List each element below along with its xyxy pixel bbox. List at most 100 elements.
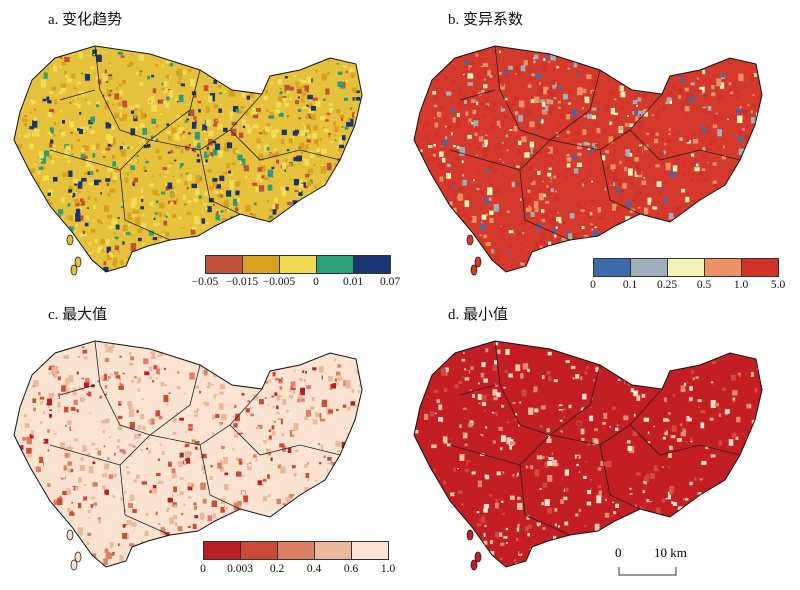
district-border xyxy=(459,89,496,101)
island xyxy=(466,529,474,541)
city-outline xyxy=(413,45,763,273)
island xyxy=(74,256,82,268)
legend-swatch xyxy=(705,259,742,276)
legend-label: 0.01 xyxy=(342,276,364,288)
island xyxy=(70,264,78,276)
district-border xyxy=(494,45,551,141)
map-region xyxy=(414,46,762,272)
island xyxy=(466,234,474,246)
cv-map xyxy=(413,45,763,276)
map-region xyxy=(414,341,762,567)
district-border xyxy=(124,514,171,536)
legend-label: 0 xyxy=(200,563,206,575)
legend-swatch xyxy=(243,256,280,273)
district-border xyxy=(524,514,571,536)
legend-swatch xyxy=(278,542,315,559)
legend-label: 0.6 xyxy=(343,563,359,575)
legend-swatch xyxy=(742,259,778,276)
district-border xyxy=(459,384,496,396)
legend-label: −0.005 xyxy=(262,276,296,288)
trend-legend xyxy=(205,255,391,274)
legend-swatch xyxy=(241,542,278,559)
district-border xyxy=(149,388,263,446)
legend-swatch xyxy=(594,259,631,276)
island xyxy=(66,234,74,246)
district-border xyxy=(59,384,96,396)
island xyxy=(74,551,82,563)
district-border xyxy=(449,149,521,171)
island xyxy=(470,559,478,571)
legend-swatch xyxy=(315,542,352,559)
district-border xyxy=(549,388,663,446)
district-border xyxy=(49,149,121,171)
island xyxy=(470,264,478,276)
district-border xyxy=(549,93,663,151)
legend-label: 0.2 xyxy=(269,563,285,575)
scale-label: 10 km xyxy=(654,545,687,560)
legend-swatch xyxy=(204,542,241,559)
panel-trend: a. 变化趋势 −0.05 −0.015 −0.005 0 0.01 0.07 xyxy=(0,0,400,295)
district-border xyxy=(199,149,241,215)
district-border xyxy=(629,129,741,161)
district-border xyxy=(149,93,263,151)
panel-title: b. 变异系数 xyxy=(448,12,524,28)
legend-label: 0.1 xyxy=(622,279,638,291)
island xyxy=(66,529,74,541)
district-border xyxy=(49,444,121,466)
legend-swatch xyxy=(280,256,317,273)
district-border xyxy=(524,219,571,241)
panel-title: c. 最大值 xyxy=(48,307,108,323)
cv-legend xyxy=(593,258,779,277)
legend-label: 1.0 xyxy=(733,279,749,291)
district-border xyxy=(449,444,521,466)
island xyxy=(474,551,482,563)
map-pixels xyxy=(20,343,362,566)
scale-zero: 0 xyxy=(615,545,622,560)
legend-swatch xyxy=(352,542,388,559)
city-outline xyxy=(413,340,763,568)
legend-label: 0.25 xyxy=(656,279,678,291)
legend-label: 0.4 xyxy=(306,563,322,575)
legend-label: 0.07 xyxy=(379,276,401,288)
city-outline xyxy=(13,45,363,273)
max-map xyxy=(13,340,363,571)
legend-swatch xyxy=(317,256,354,273)
legend-label: −0.015 xyxy=(225,276,259,288)
district-border xyxy=(494,340,551,436)
legend-label: 0 xyxy=(590,279,596,291)
panel-title: a. 变化趋势 xyxy=(48,12,123,28)
max-legend xyxy=(203,541,389,560)
trend-map xyxy=(13,45,363,276)
legend-swatch xyxy=(206,256,243,273)
district-border xyxy=(229,424,341,456)
city-outline xyxy=(13,340,363,568)
legend-label: 1.0 xyxy=(380,563,396,575)
legend-swatch xyxy=(631,259,668,276)
island xyxy=(474,256,482,268)
legend-label: 0.003 xyxy=(227,563,253,575)
panel-min: d. 最小值 xyxy=(400,295,800,590)
district-border xyxy=(599,444,641,510)
district-border xyxy=(59,89,96,101)
legend-label: 0 xyxy=(313,276,319,288)
district-border xyxy=(94,45,151,141)
district-border xyxy=(599,149,641,215)
legend-swatch xyxy=(354,256,390,273)
min-map xyxy=(413,340,763,571)
legend-label: 0.5 xyxy=(696,279,712,291)
district-border xyxy=(629,424,741,456)
panel-title: d. 最小值 xyxy=(448,307,509,323)
island xyxy=(70,559,78,571)
map-pixels xyxy=(415,342,762,566)
legend-label: −0.05 xyxy=(191,276,219,288)
legend-swatch xyxy=(668,259,705,276)
district-border xyxy=(124,219,171,241)
panel-max: c. 最大值 0 0.003 0.2 0.4 0.6 1.0 xyxy=(0,295,400,590)
map-pixels xyxy=(17,48,361,272)
panel-cv: b. 变异系数 0 0.1 0.25 0.5 1.0 5.0 xyxy=(400,0,800,295)
district-border xyxy=(199,444,241,510)
district-border xyxy=(94,340,151,436)
scale-bar: 0 10 km xyxy=(612,545,702,580)
legend-label: 5.0 xyxy=(770,279,786,291)
scale-line xyxy=(618,567,677,576)
